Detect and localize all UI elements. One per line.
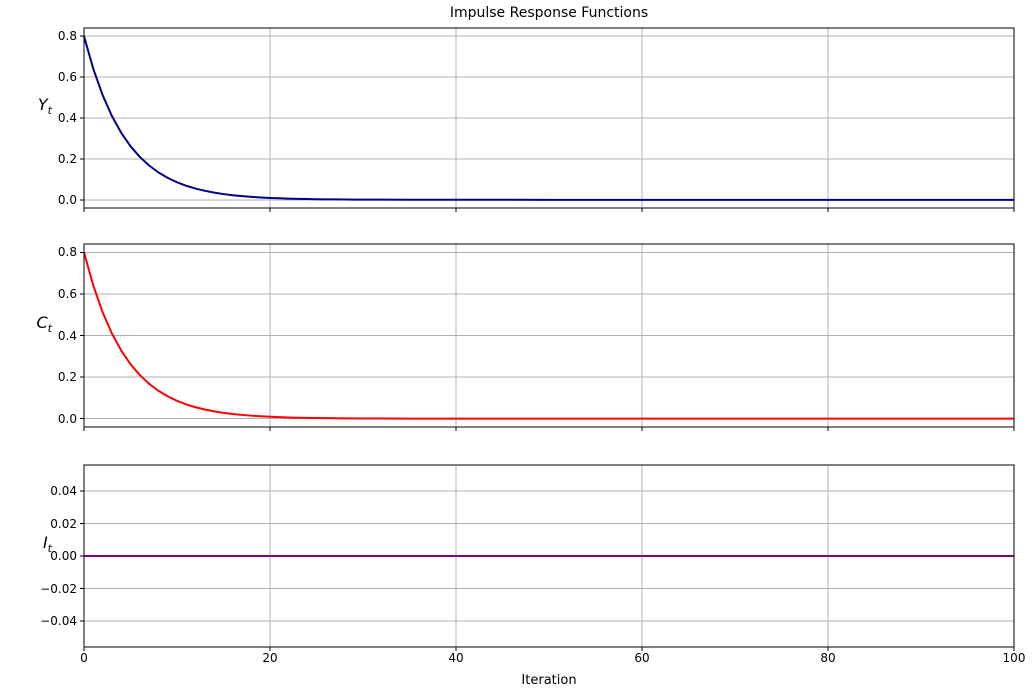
ylabel-It-sub: t [47,542,52,556]
x-tick-label: 60 [634,651,650,665]
chart-title: Impulse Response Functions [449,5,649,21]
x-tick-label: 20 [262,651,278,665]
ylabel-Ct: Ct [10,312,53,336]
y-tick-label: 0.04 [50,484,77,498]
ylabel-Yt-base: Y [37,94,48,114]
ylabel-Yt-sub: t [47,104,52,118]
y-tick-label: 0.6 [57,286,77,301]
ylabel-It-base: I [42,532,48,552]
y-tick-label: 0.02 [50,516,77,531]
ylabel-It: It [10,533,52,555]
y-tick-label: 0.00 [50,549,77,563]
output-irf-line [83,35,1014,201]
y-tick-label: 0.4 [57,111,77,125]
y-tick-label: 0.2 [57,370,77,385]
y-tick-label: 0.8 [57,29,77,44]
consumption-irf-line [83,252,1014,420]
x-axis-label: Iteration [521,673,577,688]
y-tick-label: −0.02 [40,581,77,596]
y-tick-label: 0.4 [57,328,77,343]
y-tick-label: 0.2 [57,151,77,166]
y-tick-label: 0.0 [57,192,77,207]
x-tick-label: 0 [80,651,88,665]
y-tick-label: −0.04 [40,614,77,628]
ylabel-Ct-base: C [36,312,48,332]
x-tick-label: 40 [448,651,464,665]
y-tick-label: 0.6 [57,70,77,85]
ylabel-Ct-sub: t [47,322,52,336]
y-tick-label: 0.8 [57,245,77,260]
ylabel-Yt: Yt [10,95,52,117]
y-tick-label: 0.0 [57,411,77,426]
x-tick-label: 100 [1002,651,1026,665]
x-tick-label: 80 [820,651,836,665]
